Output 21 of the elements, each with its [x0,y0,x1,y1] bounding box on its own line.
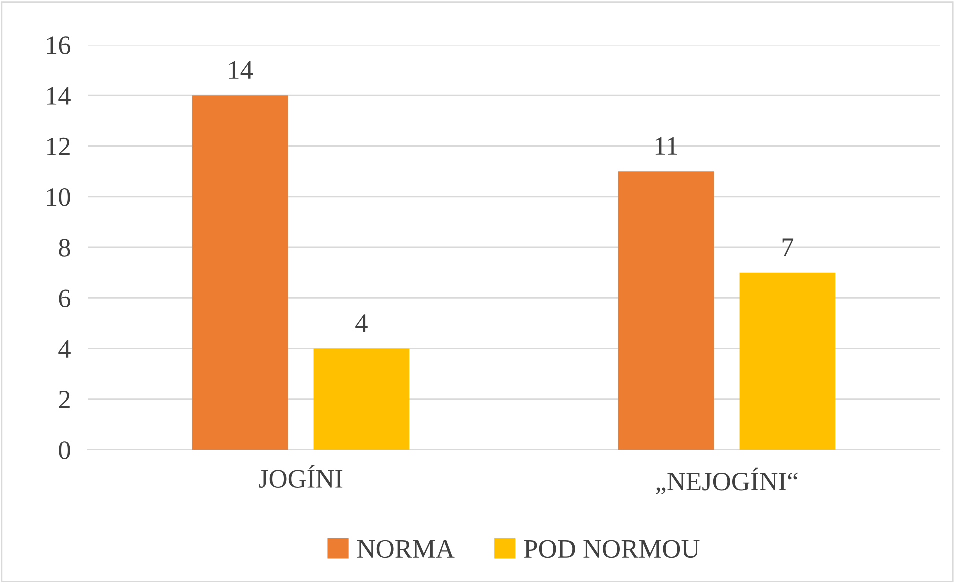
y-tick-label: 12 [47,138,70,156]
bar [618,172,714,450]
y-tick-label: 0 [59,442,70,460]
y-tick-label: 4 [58,340,71,358]
y-tick-label: 2 [59,391,70,409]
data-label: 4 [356,314,368,332]
bar [740,272,836,450]
legend-label: NORMA [358,540,455,558]
y-tick-label: 10 [47,188,70,206]
data-label: 14 [229,61,254,79]
bar [192,96,288,450]
x-tick-label: „NEJOGÍNI“ [656,468,798,495]
data-label: 11 [656,137,678,155]
y-tick-label: 6 [59,290,71,308]
bar [314,348,410,450]
y-tick-label: 14 [47,87,71,105]
data-label: 7 [782,238,794,256]
legend-label: POD NORMOU [524,540,700,558]
y-tick-label: 8 [59,239,70,257]
y-tick-label: 16 [47,36,71,54]
x-tick-label: JOGÍNI [259,465,343,488]
